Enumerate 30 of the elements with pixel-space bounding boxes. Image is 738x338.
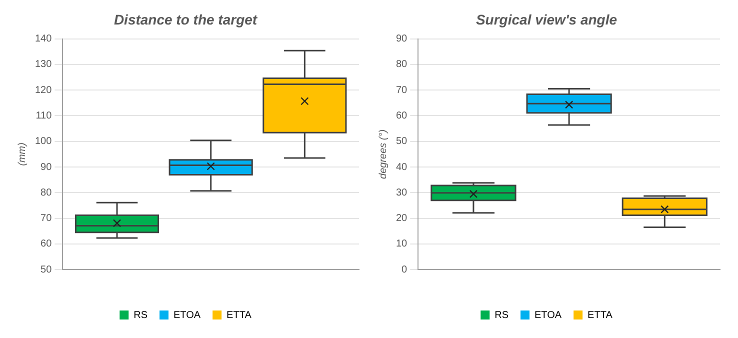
y-tick-label: 120 [34, 84, 52, 96]
y-tick-label: 60 [396, 110, 408, 122]
legend-label: RS [134, 310, 148, 321]
y-tick-label: 70 [396, 84, 408, 96]
y-tick-label: 110 [36, 110, 52, 122]
y-tick-label: 70 [40, 213, 52, 224]
y-tick-label: 130 [34, 59, 52, 70]
y-axis-title: (mm) [16, 142, 28, 166]
y-tick-label: 100 [34, 136, 52, 148]
y-tick-label: 20 [396, 213, 408, 224]
y-axis-title: degrees (°) [378, 129, 389, 179]
y-tick-label: 40 [396, 162, 408, 173]
y-tick-label: 30 [396, 187, 408, 198]
legend-label: RS [494, 310, 509, 321]
y-tick-label: 80 [40, 187, 52, 198]
y-tick-label: 0 [402, 264, 408, 276]
y-tick-label: 140 [34, 34, 52, 45]
y-tick-label: 80 [396, 59, 408, 70]
y-tick-label: 90 [396, 34, 408, 45]
legend-label: ETTA [226, 310, 252, 321]
y-tick-label: 50 [396, 136, 408, 148]
legend-label: ETTA [588, 310, 613, 321]
y-tick-label: 90 [40, 162, 52, 173]
legend-label: ETOA [534, 310, 562, 321]
chart-title: Surgical view's angle [476, 11, 618, 28]
y-tick-label: 60 [40, 238, 52, 250]
y-tick-label: 50 [40, 264, 52, 276]
legend-label: ETOA [174, 310, 201, 321]
y-tick-label: 10 [396, 238, 408, 250]
chart-title: Distance to the target [114, 11, 258, 28]
